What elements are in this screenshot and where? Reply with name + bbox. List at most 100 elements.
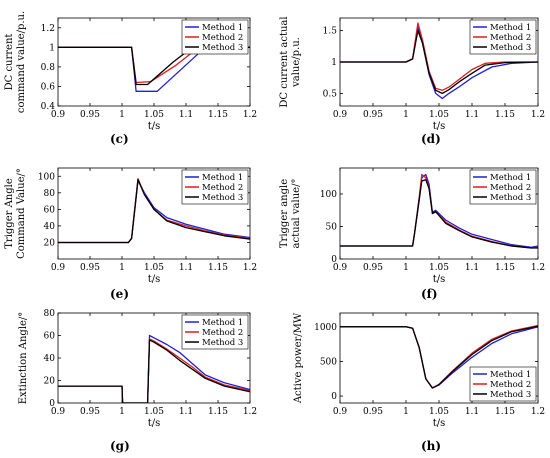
x-tick-label: 1.05 [144,407,164,417]
series-line-3 [58,339,250,403]
x-tick-label: 1 [119,407,125,417]
x-tick-label: 1.1 [465,263,479,273]
chart-panel-d: 0.9 0.95 1 1.05 1.1 1.15 1.2 0.5 1 1.5 t/s DC curre… [275,0,550,150]
caption-c: (c) [110,132,129,146]
chart-h: 0.9 0.95 1 1.05 1.1 1.15 1.2 0 500 1000 t/s Active … [293,312,545,429]
series-line-3 [58,178,250,244]
x-tick-label: 1.15 [495,110,515,120]
y-tick-label: 0 [331,255,337,265]
x-tick-label: 1.05 [429,263,449,273]
y-axis-label: Trigger angle [279,179,290,248]
x-axis-label: t/s [433,274,446,285]
y-tick-label: 50 [326,223,338,233]
y-tick-label: 1 [331,58,337,68]
x-tick-label: 1.2 [243,110,257,120]
series-line-3 [340,29,538,95]
x-tick-label: 0.95 [363,407,383,417]
x-tick-label: 1.05 [144,110,164,120]
x-tick-label: 0.9 [51,407,66,417]
legend-label: Method 2 [490,183,531,193]
caption-f: (f) [421,287,438,301]
y-axis-label: actual value/° [291,179,302,249]
x-tick-label: 1.05 [429,407,449,417]
y-tick-label: 100 [38,172,55,182]
y-axis-label: DC current actual [279,16,290,107]
x-tick-label: 1.1 [179,263,193,273]
x-tick-label: 0.9 [51,263,66,273]
legend-label: Method 2 [202,33,243,43]
y-tick-label: 0 [331,392,337,402]
x-tick-label: 1.1 [179,407,193,417]
y-tick-label: 1.5 [323,27,338,37]
y-axis-label: value/p.u. [291,37,302,88]
series-line-3 [340,325,538,389]
y-tick-label: 60 [44,205,56,215]
x-tick-label: 1 [403,110,409,120]
caption-g: (g) [110,439,130,453]
chart-panel-f: 0.9 0.95 1 1.05 1.1 1.15 1.2 0 50 100 t/s Trigger a… [275,155,550,305]
x-tick-label: 1.1 [465,407,479,417]
y-tick-label: 1 [49,43,55,53]
legend-label: Method 3 [202,338,243,348]
legend-label: Method 3 [490,390,531,400]
legend-label: Method 1 [202,23,243,33]
y-tick-label: 20 [44,377,56,387]
y-tick-label: 40 [44,354,56,364]
x-axis-label: t/s [433,121,446,132]
caption-e: (e) [110,287,129,301]
x-tick-label: 1.05 [429,110,449,120]
y-tick-label: 60 [44,332,56,342]
x-tick-label: 1 [119,110,125,120]
legend-label: Method 1 [202,318,243,328]
legend-label: Method 3 [202,193,243,203]
x-axis-label: t/s [148,418,161,429]
y-tick-label: 1.2 [41,24,55,34]
x-tick-label: 0.95 [80,110,100,120]
x-tick-label: 1.2 [243,407,257,417]
x-axis-label: t/s [148,121,161,132]
legend-label: Method 2 [490,380,531,390]
legend-label: Method 3 [202,43,243,53]
caption-d: (d) [421,132,441,146]
chart-panel-h: 0.9 0.95 1 1.05 1.1 1.15 1.2 0 500 1000 t/s Active … [275,303,550,453]
chart-g: 0.9 0.95 1 1.05 1.1 1.15 1.2 0 20 40 60 80 t/s Extinc… [18,309,257,429]
y-axis-label: Trigger Angle [4,178,15,249]
y-tick-label: 40 [44,222,56,232]
x-tick-label: 1.1 [179,110,193,120]
x-tick-label: 1.15 [208,263,228,273]
legend-label: Method 3 [490,43,531,53]
x-tick-label: 0.95 [363,263,383,273]
x-tick-label: 1 [403,407,409,417]
chart-d: 0.9 0.95 1 1.05 1.1 1.15 1.2 0.5 1 1.5 t/s DC curre… [279,16,545,132]
chart-c: 0.9 0.95 1 1.05 1.1 1.15 1.2 0.4 0.6 0.8 1 1.2 t/s DC… [4,11,257,132]
y-tick-label: 0.5 [323,89,338,99]
x-tick-label: 0.9 [333,263,348,273]
caption-h: (h) [421,439,442,453]
x-tick-label: 1.2 [531,407,545,417]
y-axis-label: command value/p.u. [16,11,27,113]
legend-label: Method 1 [202,173,243,183]
legend-label: Method 1 [490,173,531,183]
x-tick-label: 1.2 [243,263,257,273]
legend-label: Method 2 [202,183,243,193]
x-tick-label: 0.9 [51,110,66,120]
y-tick-label: 0 [49,399,55,409]
chart-panel-g: 0.9 0.95 1 1.05 1.1 1.15 1.2 0 20 40 60 80 t/s Extinc… [0,303,275,453]
y-tick-label: 0.8 [41,63,56,73]
y-tick-label: 500 [320,357,337,367]
x-axis-label: t/s [433,418,446,429]
x-tick-label: 1.15 [495,263,515,273]
x-axis-label: t/s [148,274,161,285]
x-tick-label: 1 [403,263,409,273]
chart-panel-c: 0.9 0.95 1 1.05 1.1 1.15 1.2 0.4 0.6 0.8 1 1.2 t/s DC… [0,0,275,150]
legend-label: Method 2 [202,328,243,338]
x-tick-label: 1.15 [208,110,228,120]
x-tick-label: 1.2 [531,263,545,273]
y-tick-label: 80 [44,309,56,319]
chart-f: 0.9 0.95 1 1.05 1.1 1.15 1.2 0 50 100 t/s Trigger a… [279,167,545,285]
x-tick-label: 1.15 [495,407,515,417]
chart-panel-e: 0.9 0.95 1 1.05 1.1 1.15 1.2 20 40 60 80 100 t/s Trig… [0,155,275,305]
chart-e: 0.9 0.95 1 1.05 1.1 1.15 1.2 20 40 60 80 100 t/s Trig… [4,167,257,285]
y-tick-label: 20 [44,238,56,248]
y-axis-label: Command Value/° [16,168,27,259]
